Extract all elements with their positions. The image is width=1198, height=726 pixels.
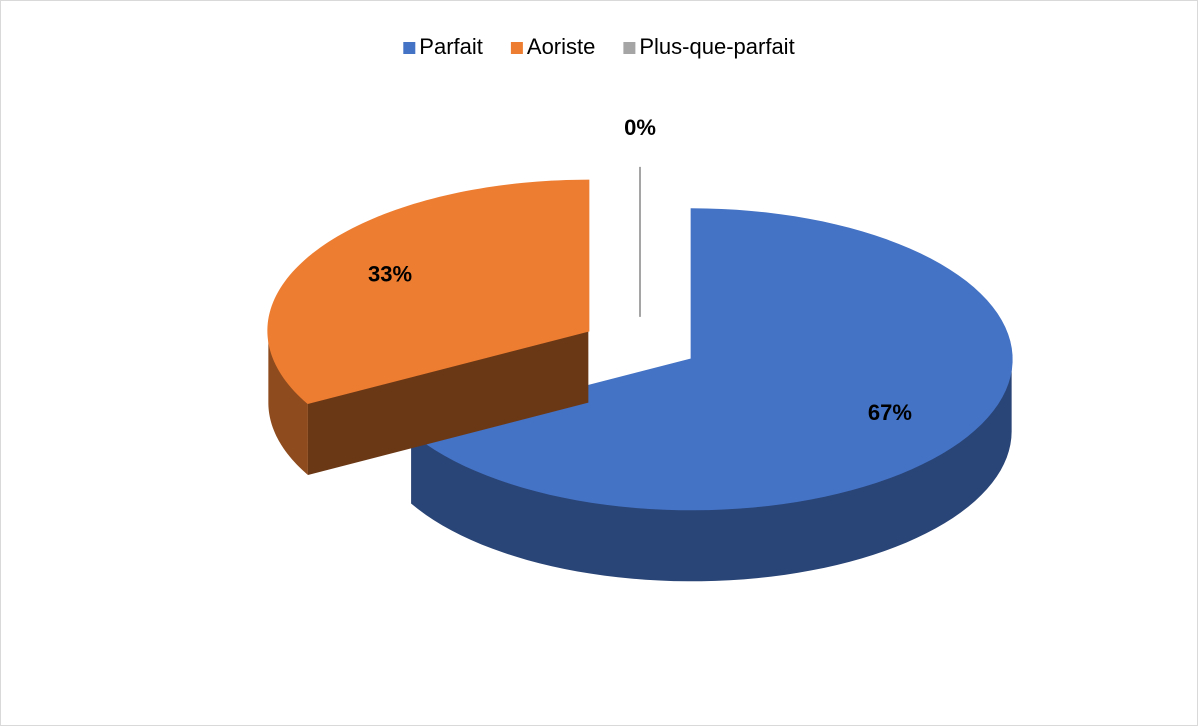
legend: Parfait Aoriste Plus-que-parfait [403,34,795,59]
slice-wall [411,359,1012,582]
slice [409,208,1013,582]
legend-label: Parfait [419,34,483,59]
legend-swatch [623,42,636,54]
slice-top [267,179,590,405]
legend-label: Aoriste [527,34,595,59]
slice-top [409,208,1013,511]
legend-swatch [510,42,523,54]
slice-side [307,330,589,475]
legend-label: Plus-que-parfait [639,34,794,59]
data-label: 67% [868,400,912,425]
data-label: 33% [368,262,412,287]
data-label: 0% [624,115,656,140]
pie: 67% 33% 0% [267,115,1013,582]
legend-swatch [403,42,416,54]
slice-wall [268,330,308,475]
slice [267,179,590,475]
